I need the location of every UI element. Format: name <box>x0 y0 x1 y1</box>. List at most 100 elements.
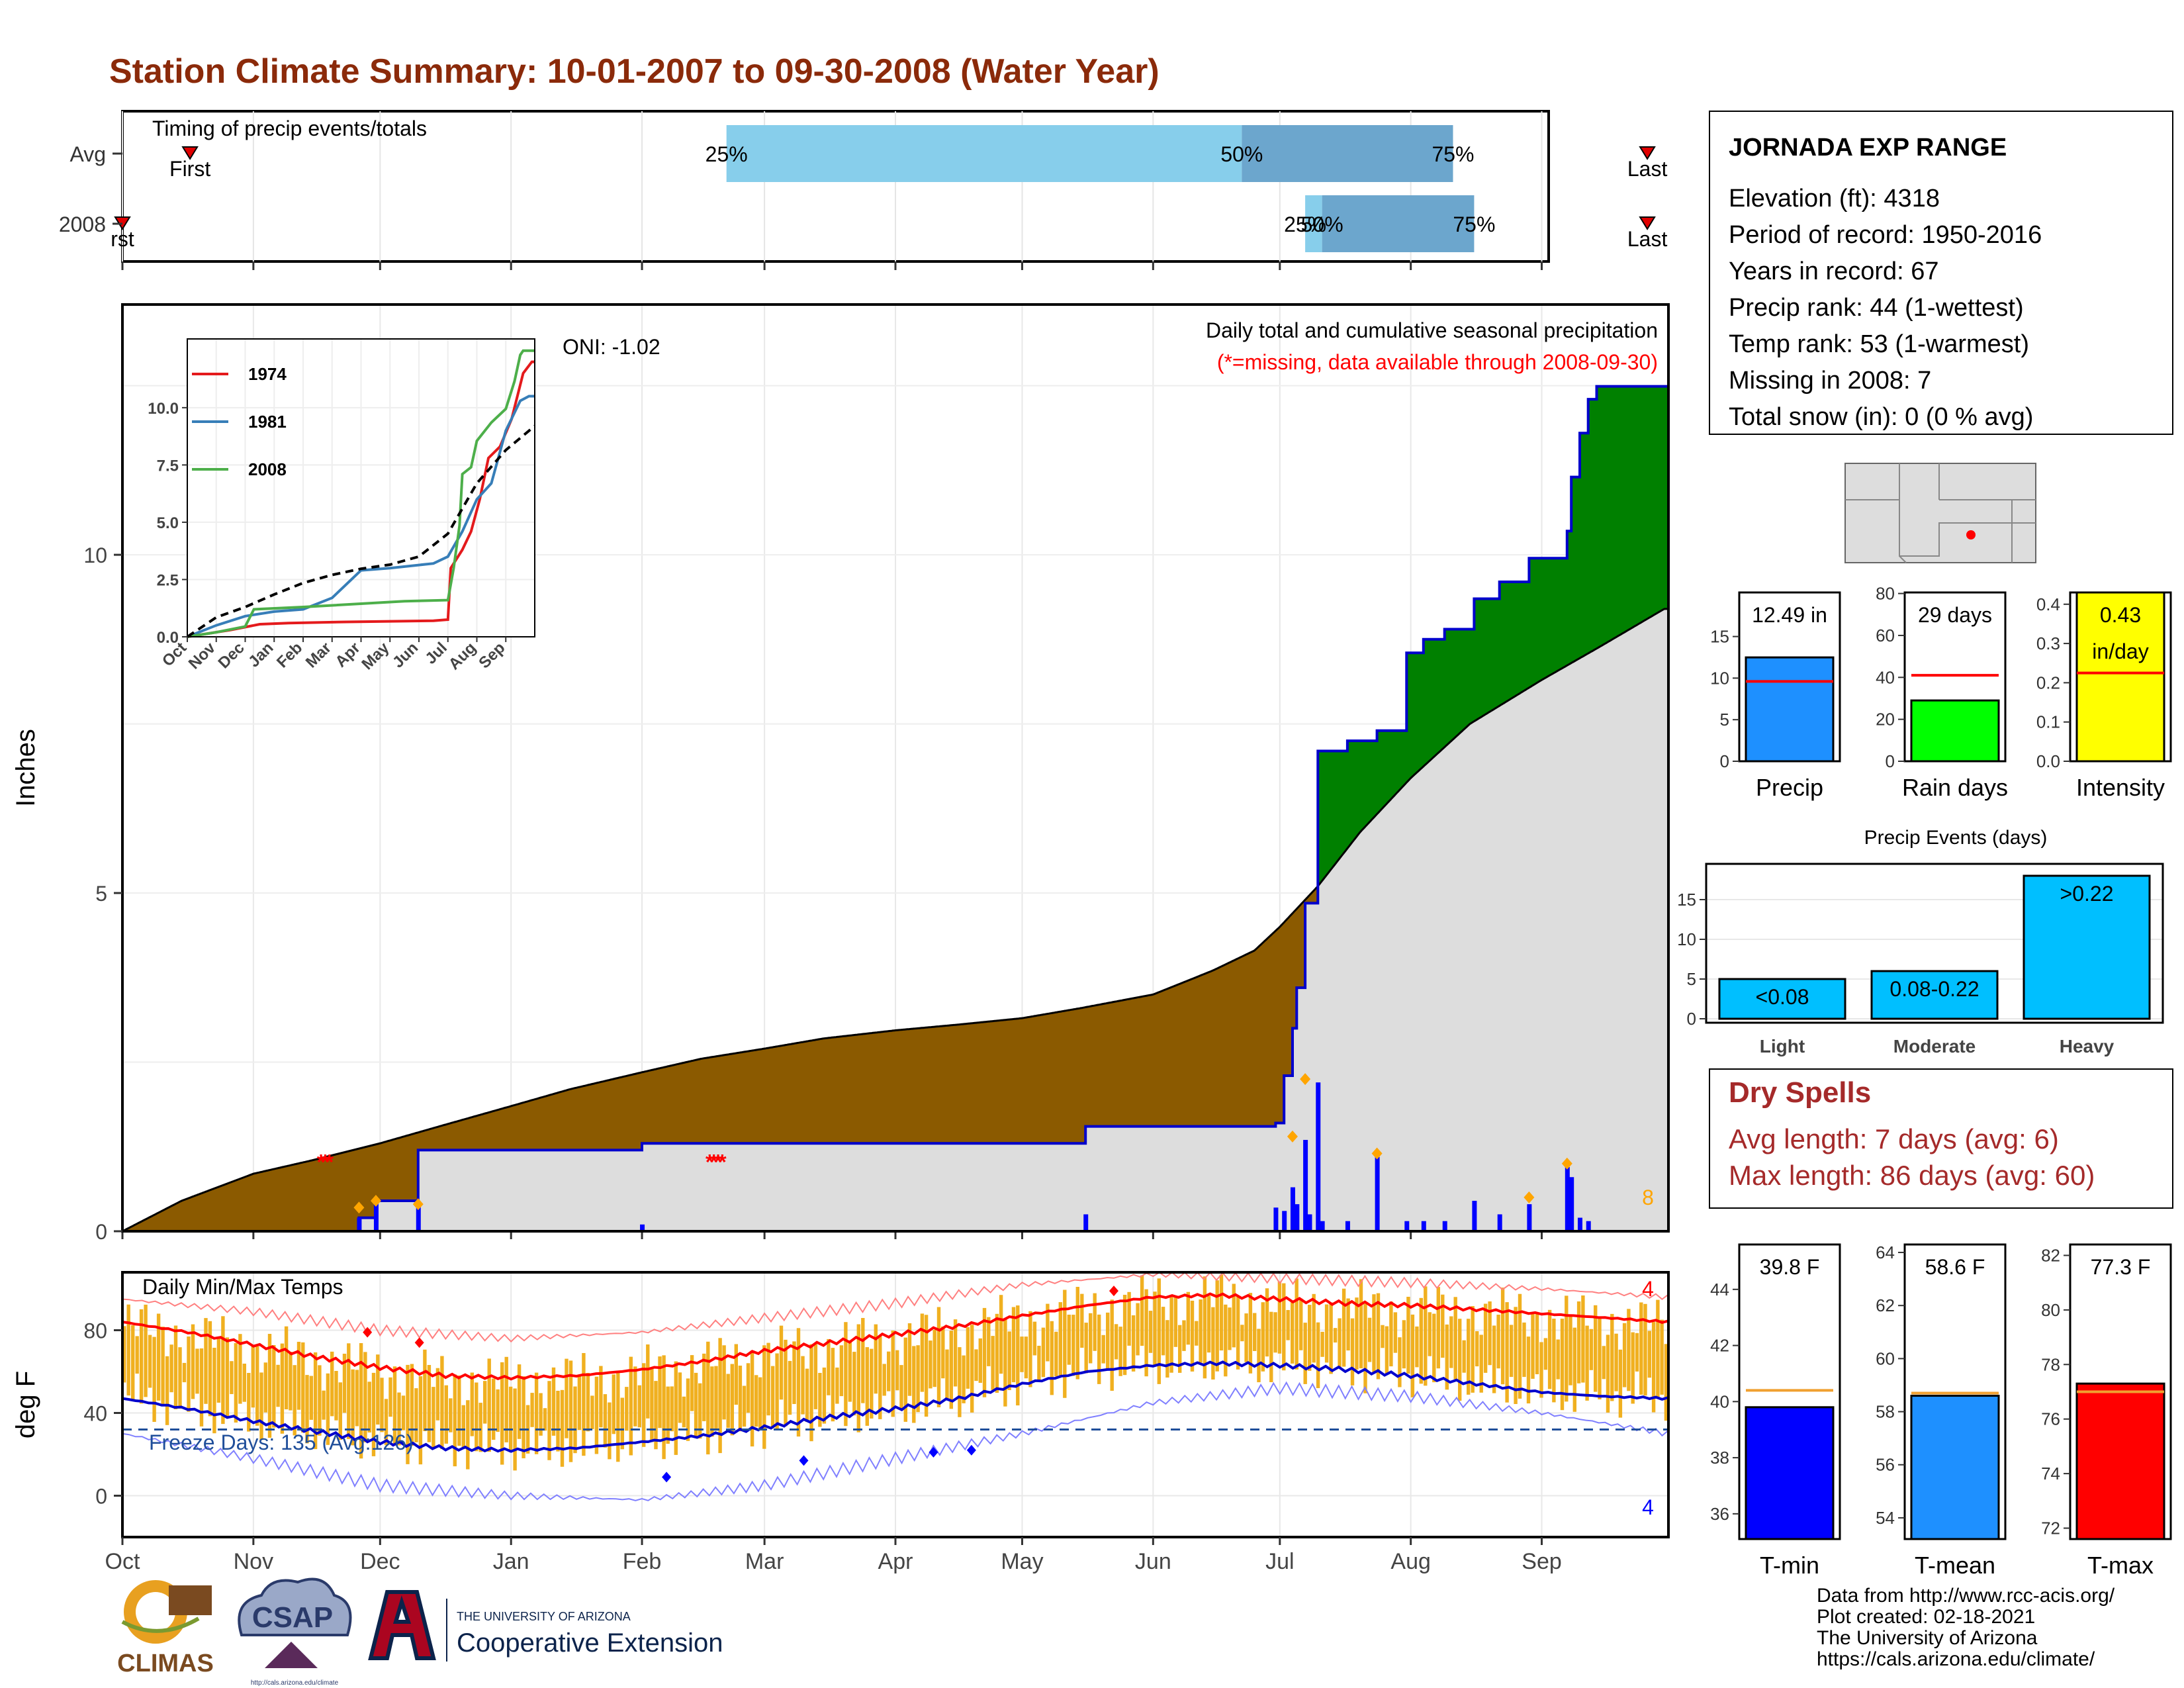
daily-temp-bar <box>1372 1294 1376 1373</box>
oni-label: ONI: -1.02 <box>563 335 660 359</box>
daily-temp-bar <box>492 1378 496 1440</box>
tmax-y-tick-label: 72 <box>2041 1519 2060 1538</box>
daily-temp-bar <box>255 1346 259 1426</box>
daily-temp-bar <box>646 1344 650 1419</box>
record-high-marker <box>363 1327 373 1338</box>
daily-precip-bar <box>1290 1187 1295 1231</box>
daily-temp-bar <box>406 1364 410 1464</box>
daily-temp-bar <box>293 1365 296 1436</box>
daily-temp-bar <box>401 1395 406 1430</box>
daily-temp-bar <box>330 1351 334 1417</box>
daily-temp-bar <box>945 1349 949 1401</box>
precip-events-frame <box>1705 863 2164 1024</box>
event-marker <box>1561 1157 1572 1170</box>
daily-temp-bar <box>1080 1293 1084 1348</box>
ua-logo-top-text: THE UNIVERSITY OF ARIZONA <box>457 1610 631 1623</box>
daily-precip-bar <box>1569 1177 1574 1231</box>
precip_total-label: Precip <box>1756 774 1823 801</box>
daily-temp-bar <box>423 1349 427 1431</box>
dry-spells-frame <box>1709 1068 2173 1209</box>
tmean-y-tick-label: 58 <box>1876 1402 1895 1422</box>
daily-temp-bar <box>427 1365 432 1442</box>
daily-temp-bar <box>1428 1312 1432 1356</box>
daily-temp-bar <box>907 1323 912 1396</box>
temp-x-tick-label: Jun <box>1135 1549 1171 1574</box>
daily-temp-bar <box>1342 1288 1346 1367</box>
daily-temp-bar <box>301 1342 305 1433</box>
inset-legend-label: 2008 <box>248 459 287 479</box>
daily-temp-bar <box>1253 1313 1257 1351</box>
csap-logo-mountain <box>265 1642 318 1668</box>
daily-temp-bar <box>882 1364 886 1396</box>
tmax-value-label: 77.3 F <box>2091 1255 2151 1279</box>
daily-temp-bar <box>1320 1331 1324 1357</box>
daily-temp-bar <box>371 1372 376 1456</box>
daily-temp-bar <box>1140 1275 1144 1346</box>
daily-temp-bar <box>1576 1301 1581 1383</box>
daily-temp-bar <box>1622 1323 1627 1387</box>
missing-marker: * <box>718 1150 727 1174</box>
daily-temp-bar <box>1585 1325 1589 1401</box>
credit-university: The University of Arizona <box>1817 1627 2038 1649</box>
tmean-y-tick-label: 64 <box>1876 1243 1895 1262</box>
daily-temp-bar <box>1028 1311 1032 1387</box>
daily-temp-bar <box>758 1377 762 1428</box>
daily-temp-bar <box>517 1364 522 1439</box>
temp-record-high-count: 4 <box>1642 1277 1654 1301</box>
inset-y-tick-label: 10.0 <box>148 400 179 418</box>
daily-temp-bar <box>750 1350 754 1447</box>
daily-temp-bar <box>933 1330 936 1387</box>
daily-temp-bar <box>1054 1331 1058 1377</box>
daily-temp-bar <box>208 1321 212 1417</box>
daily-temp-bar <box>865 1347 869 1426</box>
daily-temp-bar <box>1007 1331 1011 1390</box>
intensity-value-label: 0.43 <box>2100 603 2141 627</box>
daily-temp-bar <box>1097 1314 1101 1384</box>
daily-temp-bar <box>1063 1289 1067 1398</box>
daily-precip-bar <box>1273 1207 1279 1231</box>
daily-temp-bar <box>380 1378 384 1432</box>
daily-precip-bar <box>1375 1156 1380 1231</box>
inset-chart: 0.02.55.07.510.0OctNovDecJanFebMarAprMay… <box>148 338 536 673</box>
daily-precip-bar <box>640 1224 645 1231</box>
daily-temp-bar <box>995 1313 999 1393</box>
daily-temp-bar <box>508 1386 513 1452</box>
daily-temp-bar <box>805 1368 809 1423</box>
daily-precip-bar <box>1527 1204 1532 1231</box>
rain_days-bar <box>1910 699 2000 763</box>
daily-temp-bar <box>414 1388 418 1442</box>
temp-x-tick-label: Apr <box>878 1549 913 1574</box>
temp-y-tick-label: 40 <box>83 1402 107 1426</box>
inset-series-line <box>187 395 535 638</box>
daily-temp-bar <box>296 1342 301 1410</box>
daily-temp-bar <box>1445 1324 1449 1390</box>
tmin-y-tick-label: 38 <box>1710 1448 1729 1468</box>
daily-temp-bar <box>284 1326 289 1409</box>
daily-temp-bar <box>722 1345 726 1420</box>
daily-temp-bar <box>1355 1297 1359 1370</box>
freeze-days-label: Freeze Days: 135 (Avg:126) <box>149 1430 414 1454</box>
daily-temp-bar <box>991 1336 995 1390</box>
daily-temp-bar <box>1606 1335 1610 1413</box>
missing-marker: * <box>714 1150 723 1174</box>
credit-url: https://cals.arizona.edu/climate/ <box>1817 1648 2095 1670</box>
daily-temp-bar <box>347 1343 351 1439</box>
intensity-y-tick-label: 0.1 <box>2036 712 2060 732</box>
daily-temp-bar <box>1127 1291 1131 1346</box>
daily-temp-bar <box>577 1376 582 1430</box>
avg-tmin-line <box>122 1360 1669 1453</box>
daily-temp-bar <box>305 1375 309 1444</box>
daily-temp-bar <box>616 1372 620 1462</box>
precip-events-category-label: Heavy <box>2060 1036 2115 1056</box>
record-min-line <box>122 1381 1669 1501</box>
daily-temp-bar <box>392 1366 397 1445</box>
intensity-y-tick-label: 0.3 <box>2036 633 2060 653</box>
daily-temp-bar <box>844 1322 848 1427</box>
station-temp-rank: Temp rank: 53 (1-warmest) <box>1729 330 2029 358</box>
daily-temp-bar <box>1664 1344 1668 1421</box>
station-name: JORNADA EXP RANGE <box>1729 134 2007 162</box>
record-high-marker <box>1109 1286 1118 1297</box>
daily-temp-bar <box>1338 1318 1342 1368</box>
